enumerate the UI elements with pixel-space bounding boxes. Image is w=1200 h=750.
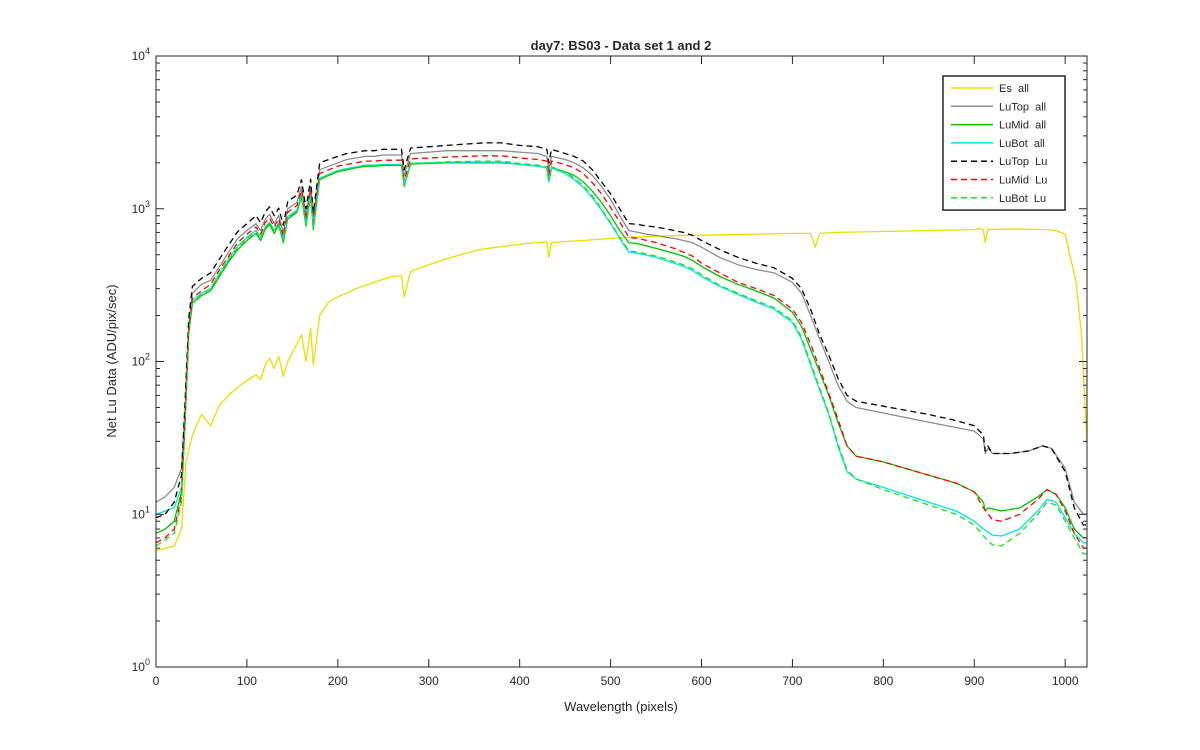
x-tick-label: 600 [691,674,711,688]
x-tick-label: 300 [419,674,439,688]
plot-background [156,56,1087,667]
legend-entry-label: LuTop all [999,101,1046,113]
legend-entry-label: LuMid Lu [999,175,1047,187]
chart-title: day7: BS03 - Data set 1 and 2 [531,38,712,53]
legend-entry-label: Es all [999,83,1029,95]
y-tick-label: 102 [132,352,150,369]
series-layer [155,142,1088,555]
legend: Es all LuTop all LuMid all LuBot all LuTop L… [942,75,1066,211]
x-tick-label: 200 [328,674,348,688]
series-line-4 [155,142,1087,526]
legend-entry-label: LuTop Lu [999,156,1047,168]
series-line-5 [155,155,1087,549]
y-tick-label: 100 [132,657,150,674]
x-tick-label: 800 [873,674,893,688]
x-axis: 0 100 200 300 400 500 600 700 800 900 1000 [153,56,1079,688]
legend-entry-label: LuBot all [999,138,1045,150]
y-tick-label: 103 [132,199,150,216]
x-tick-label: 500 [601,674,621,688]
x-tick-label: 0 [153,674,160,688]
x-tick-label: 1000 [1052,674,1079,688]
series-line-1 [155,150,1087,515]
x-axis-label: Wavelength (pixels) [564,699,678,714]
legend-entry-label: LuMid all [999,120,1046,132]
series-line-6 [155,160,1087,555]
x-tick-label: 100 [237,674,257,688]
x-tick-label: 900 [964,674,984,688]
legend-entry-label: LuBot Lu [999,193,1046,205]
y-tick-label: 101 [132,504,150,521]
series-line-0 [155,228,1088,552]
y-axis: 100 101 102 103 104 [132,46,1087,674]
x-tick-label: 700 [782,674,802,688]
y-axis-label: Net Lu Data (ADU/pix/sec) [104,284,119,437]
y-tick-label: 104 [132,46,150,63]
x-tick-label: 400 [510,674,530,688]
